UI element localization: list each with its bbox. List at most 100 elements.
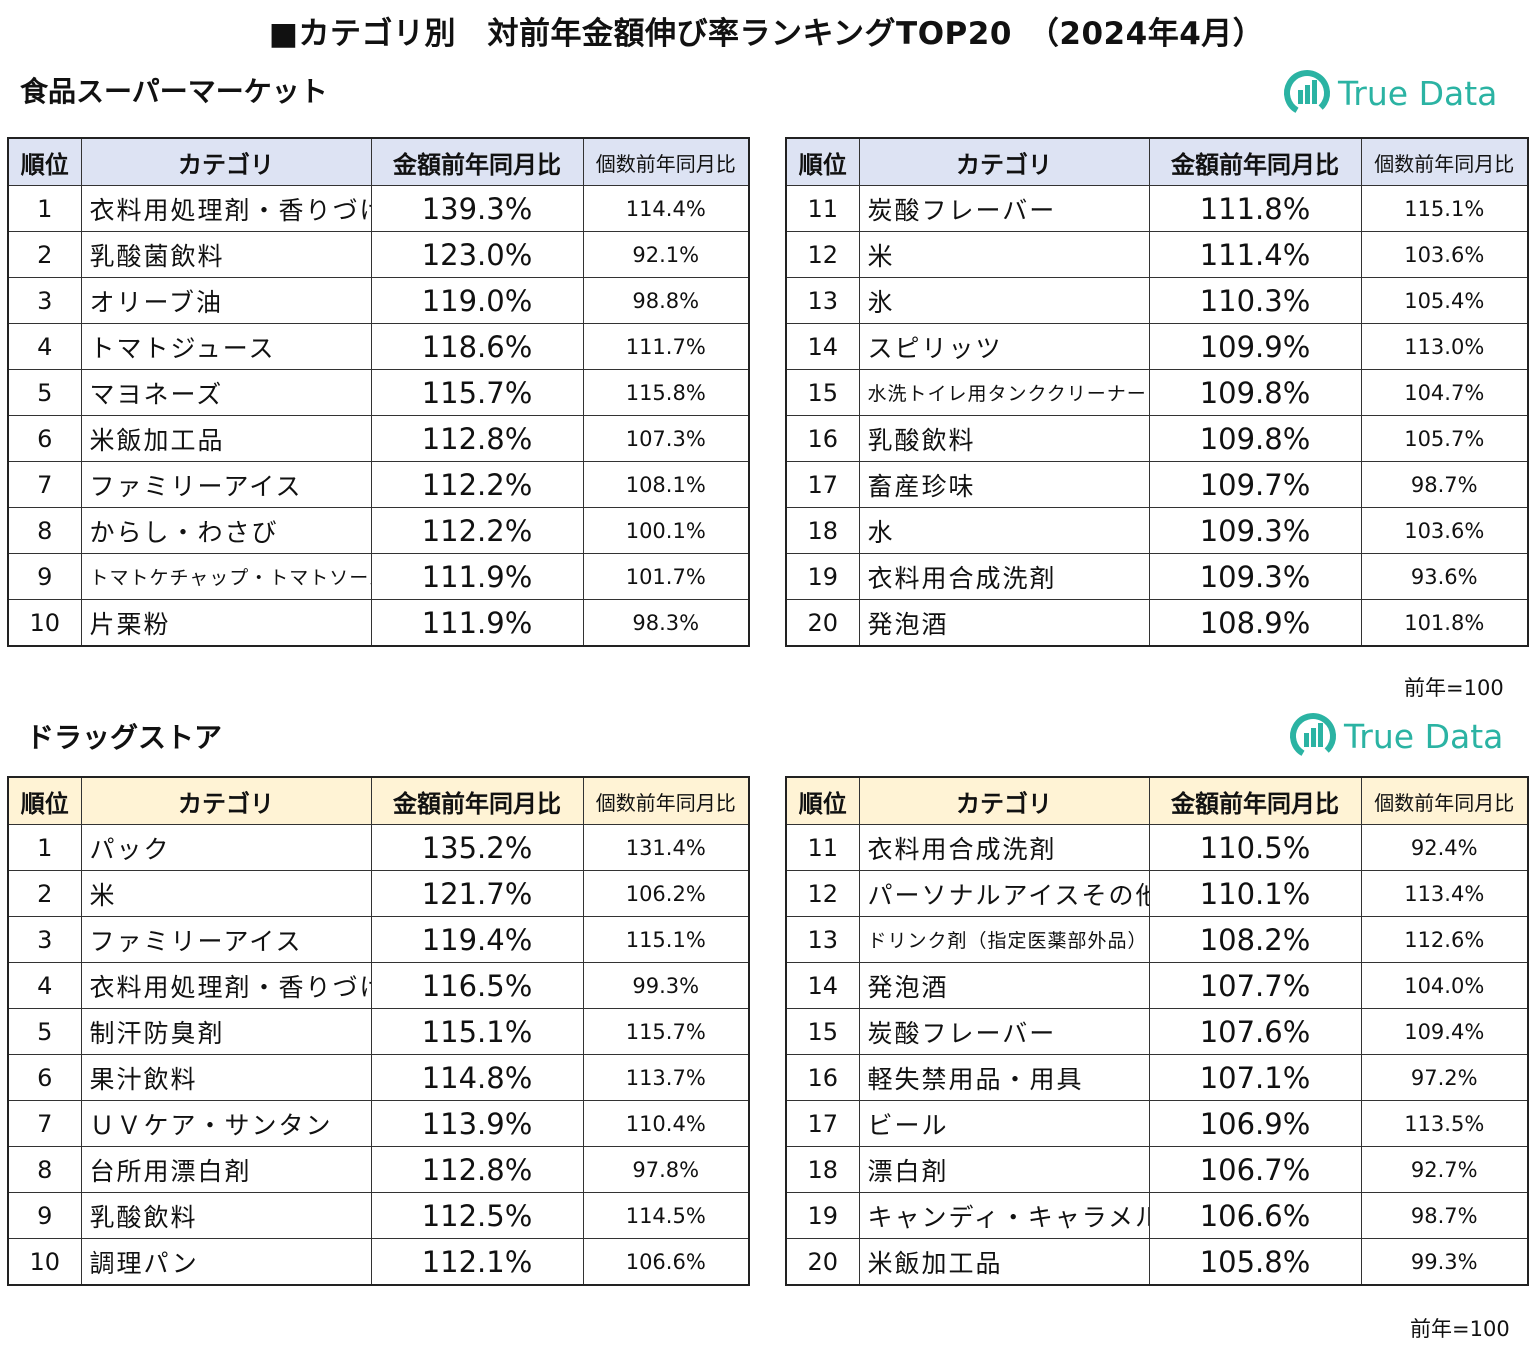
amount-cell: 116.5% (370, 962, 584, 1009)
quantity-cell: 131.4% (582, 824, 750, 871)
amount-cell: 107.1% (1148, 1054, 1362, 1101)
amount-cell: 110.5% (1148, 824, 1362, 871)
category-cell: ファミリーアイス (80, 461, 372, 508)
truedata-logo-text: True Data (1344, 716, 1504, 756)
category-cell: ドリンク剤（指定医薬部外品） (858, 916, 1150, 963)
header-category: カテゴリ (858, 776, 1150, 825)
table-row: 5 制汗防臭剤 115.1% 115.7% (7, 1008, 750, 1055)
table-row: 8 からし・わさび 112.2% 100.1% (7, 507, 750, 554)
table-row: 6 米飯加工品 112.8% 107.3% (7, 415, 750, 462)
rank-cell: 11 (785, 185, 860, 232)
category-cell: トマトジュース (80, 323, 372, 370)
category-cell: 衣料用処理剤・香りづけ (80, 962, 372, 1009)
rank-cell: 4 (7, 323, 82, 370)
category-cell: 台所用漂白剤 (80, 1146, 372, 1193)
quantity-cell: 113.7% (582, 1054, 750, 1101)
table-row: 20 発泡酒 108.9% 101.8% (785, 599, 1529, 647)
quantity-cell: 113.4% (1360, 870, 1529, 917)
supermarket-ranking-table-11-20: 順位 カテゴリ 金額前年同月比 個数前年同月比 11 炭酸フレーバー 111.8% 1… (785, 137, 1529, 647)
amount-cell: 112.8% (370, 415, 584, 462)
rank-cell: 13 (785, 277, 860, 324)
rank-cell: 1 (7, 824, 82, 871)
table-row: 9 乳酸飲料 112.5% 114.5% (7, 1192, 750, 1239)
category-cell: スピリッツ (858, 323, 1150, 370)
quantity-cell: 98.3% (582, 599, 750, 647)
rank-cell: 17 (785, 461, 860, 508)
category-cell: 衣料用合成洗剤 (858, 553, 1150, 600)
category-cell: オリーブ油 (80, 277, 372, 324)
rank-cell: 16 (785, 415, 860, 462)
table-row: 7 ファミリーアイス 112.2% 108.1% (7, 461, 750, 508)
amount-cell: 111.9% (370, 553, 584, 600)
quantity-cell: 106.2% (582, 870, 750, 917)
supermarket-ranking-table-1-10: 順位 カテゴリ 金額前年同月比 個数前年同月比 1 衣料用処理剤・香りづけ 139.… (7, 137, 750, 647)
amount-cell: 106.6% (1148, 1192, 1362, 1239)
header-rank: 順位 (7, 137, 82, 186)
rank-cell: 8 (7, 507, 82, 554)
quantity-cell: 105.7% (1360, 415, 1529, 462)
rank-cell: 16 (785, 1054, 860, 1101)
drugstore-ranking-table-11-20: 順位 カテゴリ 金額前年同月比 個数前年同月比 11 衣料用合成洗剤 110.5% 9… (785, 776, 1529, 1286)
truedata-logo: True Data (1282, 68, 1497, 118)
quantity-cell: 103.6% (1360, 231, 1529, 278)
rank-cell: 2 (7, 231, 82, 278)
rank-cell: 2 (7, 870, 82, 917)
category-cell: 炭酸フレーバー (858, 1008, 1150, 1055)
rank-cell: 18 (785, 1146, 860, 1193)
amount-cell: 109.7% (1148, 461, 1362, 508)
quantity-cell: 107.3% (582, 415, 750, 462)
quantity-cell: 110.4% (582, 1100, 750, 1147)
rank-cell: 12 (785, 231, 860, 278)
category-cell: 乳酸飲料 (80, 1192, 372, 1239)
rank-cell: 13 (785, 916, 860, 963)
quantity-cell: 112.6% (1360, 916, 1529, 963)
amount-cell: 115.1% (370, 1008, 584, 1055)
category-cell: ビール (858, 1100, 1150, 1147)
amount-cell: 107.7% (1148, 962, 1362, 1009)
rank-cell: 15 (785, 369, 860, 416)
category-cell: 調理パン (80, 1238, 372, 1286)
quantity-cell: 92.7% (1360, 1146, 1529, 1193)
quantity-cell: 114.4% (582, 185, 750, 232)
quantity-cell: 111.7% (582, 323, 750, 370)
quantity-cell: 104.7% (1360, 369, 1529, 416)
rank-cell: 5 (7, 1008, 82, 1055)
rank-cell: 6 (7, 1054, 82, 1101)
drugstore-ranking-table-1-10: 順位 カテゴリ 金額前年同月比 個数前年同月比 1 パック 135.2% 131.4%… (7, 776, 750, 1286)
quantity-cell: 113.0% (1360, 323, 1529, 370)
amount-cell: 113.9% (370, 1100, 584, 1147)
category-cell: 発泡酒 (858, 599, 1150, 647)
amount-cell: 115.7% (370, 369, 584, 416)
table-row: 20 米飯加工品 105.8% 99.3% (785, 1238, 1529, 1286)
quantity-cell: 108.1% (582, 461, 750, 508)
rank-cell: 10 (7, 599, 82, 647)
rank-cell: 20 (785, 599, 860, 647)
quantity-cell: 103.6% (1360, 507, 1529, 554)
table-row: 11 炭酸フレーバー 111.8% 115.1% (785, 185, 1529, 232)
category-cell: ファミリーアイス (80, 916, 372, 963)
quantity-cell: 115.1% (1360, 185, 1529, 232)
drugstore-section-title: ドラッグストア (26, 721, 223, 754)
rank-cell: 12 (785, 870, 860, 917)
table-row: 2 米 121.7% 106.2% (7, 870, 750, 917)
quantity-cell: 106.6% (582, 1238, 750, 1286)
rank-cell: 19 (785, 1192, 860, 1239)
table-row: 8 台所用漂白剤 112.8% 97.8% (7, 1146, 750, 1193)
page-title: ■カテゴリ別 対前年金額伸び率ランキングTOP20 （2024年4月） (268, 16, 1265, 52)
amount-cell: 109.8% (1148, 369, 1362, 416)
amount-cell: 109.9% (1148, 323, 1362, 370)
table-row: 3 オリーブ油 119.0% 98.8% (7, 277, 750, 324)
table-header-row: 順位 カテゴリ 金額前年同月比 個数前年同月比 (7, 776, 750, 825)
quantity-cell: 99.3% (582, 962, 750, 1009)
table-row: 18 水 109.3% 103.6% (785, 507, 1529, 554)
category-cell: 衣料用合成洗剤 (858, 824, 1150, 871)
rank-cell: 14 (785, 962, 860, 1009)
table-row: 4 トマトジュース 118.6% 111.7% (7, 323, 750, 370)
category-cell: 米飯加工品 (80, 415, 372, 462)
table-header-row: 順位 カテゴリ 金額前年同月比 個数前年同月比 (785, 776, 1529, 825)
category-cell: 水 (858, 507, 1150, 554)
rank-cell: 5 (7, 369, 82, 416)
quantity-cell: 92.1% (582, 231, 750, 278)
quantity-cell: 109.4% (1360, 1008, 1529, 1055)
truedata-logo-icon (1284, 70, 1330, 116)
